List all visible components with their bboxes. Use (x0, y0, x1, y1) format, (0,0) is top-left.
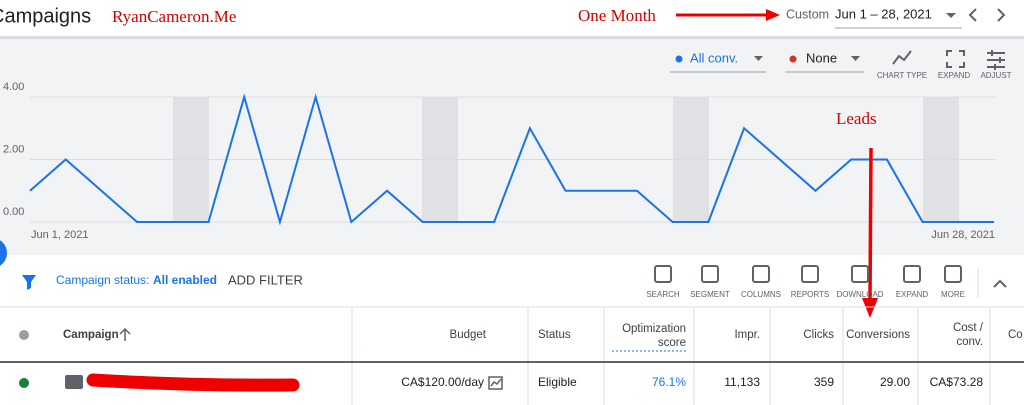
header-line: Cost / (953, 322, 984, 334)
y-tick-label: 0.00 (3, 206, 24, 218)
annotation: One Month (578, 6, 656, 25)
add-filter[interactable]: ADD FILTER (228, 272, 303, 287)
column-header[interactable]: Conversions (846, 329, 910, 341)
metric-dot (789, 55, 797, 63)
cell: 29.00 (880, 375, 910, 389)
x-tick-label: Jun 28, 2021 (931, 229, 995, 241)
annotation: RyanCameron.Me (112, 7, 236, 26)
cell: 359 (814, 375, 834, 389)
column-header[interactable]: Co (1008, 329, 1023, 341)
header-shadow (0, 36, 1024, 39)
tool-icon[interactable] (701, 265, 719, 283)
arrow-head (766, 9, 780, 21)
y-tick-label: 2.00 (3, 143, 24, 155)
button-label[interactable]: EXPAND (938, 71, 971, 80)
cell: CA$120.00/day (401, 375, 484, 389)
tool-icon[interactable] (903, 265, 921, 283)
cell[interactable]: 76.1% (652, 375, 686, 389)
dropdown[interactable] (851, 56, 860, 61)
tool-label[interactable]: DOWNLOAD (836, 290, 883, 299)
column-header[interactable]: Status (538, 329, 571, 341)
status-dot (19, 378, 29, 388)
range-type: Custom (786, 7, 829, 21)
line (29, 93, 994, 226)
column-header[interactable]: Budget (450, 329, 487, 341)
sort-icon[interactable] (119, 327, 131, 341)
metric-select[interactable]: None (806, 50, 837, 65)
tool-label[interactable]: SEARCH (646, 290, 680, 299)
filter-label: Campaign status: (56, 273, 149, 287)
filter-icon (22, 275, 36, 290)
header-line: score (658, 337, 686, 349)
status-dot (19, 330, 29, 340)
dropdown[interactable] (946, 13, 956, 18)
dropdown[interactable] (754, 56, 763, 61)
tool-icon[interactable] (801, 265, 819, 283)
arrow-head (862, 298, 878, 318)
legend-entry[interactable]: All conv. (690, 50, 738, 65)
tool-icon[interactable] (654, 265, 672, 283)
column-header[interactable]: Cost / conv. (953, 322, 984, 348)
icon[interactable] (892, 50, 912, 65)
cell: CA$73.28 (930, 375, 984, 389)
chart-panel (0, 38, 1024, 255)
tool-label[interactable]: SEGMENT (690, 290, 730, 299)
cell: 11,133 (724, 375, 760, 389)
tool-label[interactable]: EXPAND (896, 290, 929, 299)
tool-label[interactable]: MORE (941, 290, 965, 299)
arrow (868, 147, 873, 301)
y-tick-label: 4.00 (3, 81, 24, 93)
cell: Eligible (538, 375, 577, 389)
prev[interactable] (968, 8, 977, 22)
column-header[interactable]: Impr. (734, 329, 760, 341)
search-badge (65, 375, 83, 389)
next[interactable] (997, 8, 1006, 22)
filter-value[interactable]: All enabled (153, 273, 217, 287)
redaction (86, 373, 300, 392)
tool-label[interactable]: COLUMNS (741, 290, 781, 299)
column-header[interactable]: Optimization score (622, 323, 686, 349)
legend-dot (675, 55, 683, 63)
tool-icon[interactable] (752, 265, 770, 283)
button-label[interactable]: CHART TYPE (877, 71, 927, 80)
date-range[interactable]: Jun 1 – 28, 2021 (835, 6, 932, 21)
collapse[interactable] (993, 279, 1007, 288)
icon[interactable] (987, 50, 1005, 70)
fab[interactable] (0, 238, 7, 268)
annotation: Leads (836, 109, 877, 128)
tool-icon[interactable] (944, 265, 962, 283)
page-title: Campaigns (0, 5, 91, 27)
column-header[interactable]: Clicks (803, 329, 834, 341)
tool-label[interactable]: REPORTS (791, 290, 830, 299)
button-label[interactable]: ADJUST (980, 71, 1011, 80)
column-header[interactable]: Campaign (63, 329, 119, 341)
tool-icon[interactable] (851, 265, 869, 283)
header-line: Optimization (622, 323, 686, 335)
icon[interactable] (946, 50, 965, 68)
header-line: conv. (956, 336, 983, 348)
x-tick-label: Jun 1, 2021 (31, 229, 89, 241)
chart-icon[interactable] (488, 376, 503, 390)
